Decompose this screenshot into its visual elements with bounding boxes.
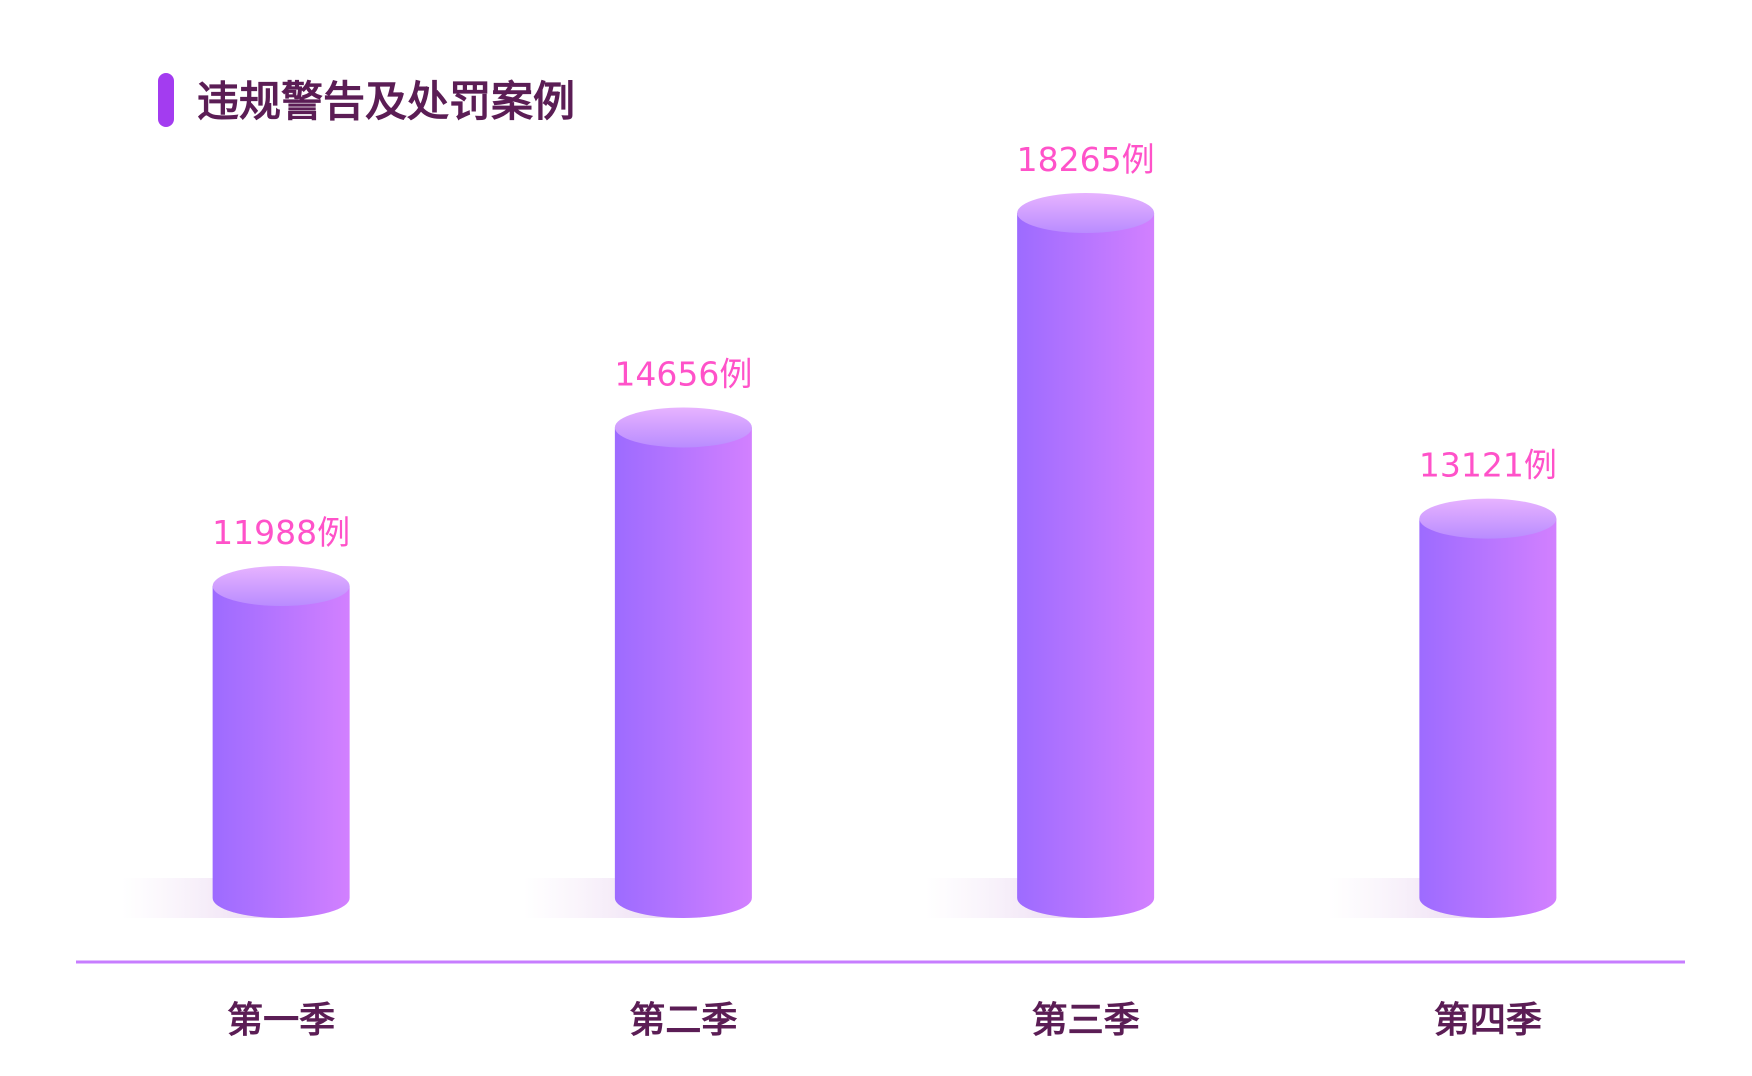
cylinder-top <box>1419 498 1557 539</box>
value-label: 11988例 <box>212 513 350 552</box>
cylinder <box>1419 518 1557 918</box>
cylinder <box>1017 213 1155 918</box>
value-label: 14656例 <box>614 354 752 393</box>
x-tick-label: 第一季 <box>227 1000 335 1041</box>
cylinder-top <box>614 407 752 448</box>
x-tick-label: 第二季 <box>629 1000 737 1041</box>
x-tick-label: 第四季 <box>1434 1000 1542 1041</box>
cylinder-top <box>1017 193 1155 233</box>
chart-title: 违规警告及处罚案例 <box>197 77 575 126</box>
title-accent <box>158 73 174 127</box>
cylinder <box>212 586 350 918</box>
value-label: 13121例 <box>1419 446 1557 485</box>
cylinder-top <box>212 566 350 606</box>
cylinder <box>614 427 752 918</box>
value-label: 18265例 <box>1017 140 1155 179</box>
x-tick-label: 第三季 <box>1032 1000 1140 1041</box>
